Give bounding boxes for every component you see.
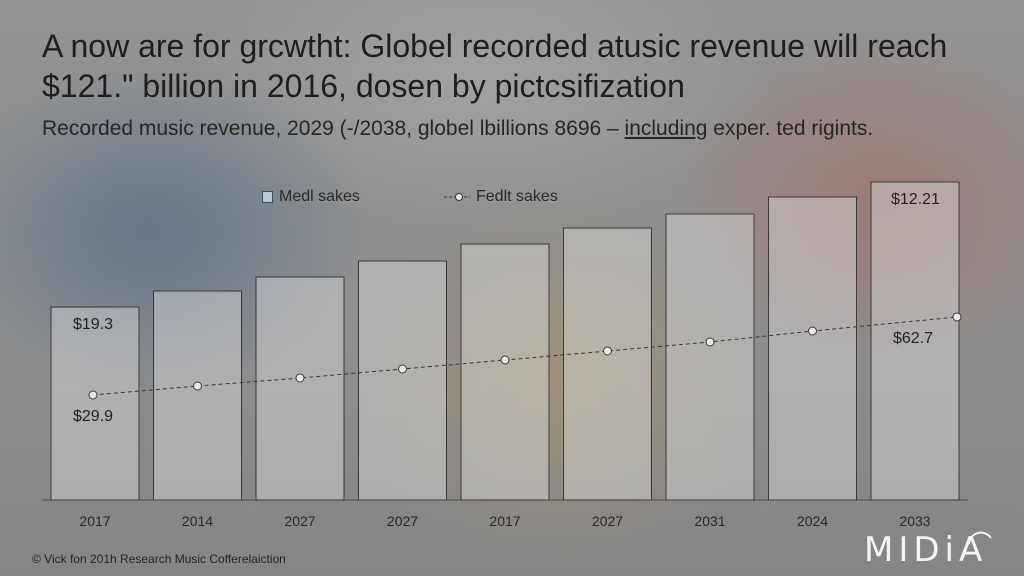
x-tick-label-4: 2017 xyxy=(489,513,520,529)
midia-logo: MIDiA xyxy=(864,530,988,570)
line-point-4 xyxy=(500,355,510,365)
x-tick-label-0: 2017 xyxy=(79,513,110,529)
bar-8 xyxy=(870,181,960,501)
subtitle-link[interactable]: including xyxy=(624,117,708,140)
x-tick-label-5: 2027 xyxy=(592,513,623,529)
bar-1 xyxy=(153,290,242,501)
bar-4 xyxy=(460,243,550,501)
subtitle-text-end: exper. ted rigints. xyxy=(707,117,874,140)
bar-0 xyxy=(50,306,140,501)
line-point-7 xyxy=(808,326,817,336)
x-tick-label-1: 2014 xyxy=(182,513,213,529)
legend-line-icon xyxy=(444,193,470,201)
subtitle-text: Recorded music revenue, 2029 (-/2038, gl… xyxy=(42,117,625,140)
source-note: © Vick fon 201h Research Music Cofferela… xyxy=(32,552,286,566)
x-tick-label-8: 2033 xyxy=(899,513,930,529)
line-point-2 xyxy=(295,373,305,383)
bar-6 xyxy=(665,213,755,501)
chart-title: A now are for grcwtht: Globel recorded a… xyxy=(42,28,948,104)
data-label-1: $12.21 xyxy=(891,191,940,208)
bar-5 xyxy=(563,227,652,501)
x-tick-label-6: 2031 xyxy=(694,513,725,529)
bar-7 xyxy=(768,196,857,501)
legend-swatch-bars xyxy=(262,191,273,203)
bar-2 xyxy=(255,276,345,501)
legend-label-bars: Medl sakes xyxy=(279,188,360,205)
line-point-1 xyxy=(193,381,202,391)
bar-3 xyxy=(358,260,447,501)
legend-label-line: Fedlt sakes xyxy=(476,188,558,205)
chart-subtitle: Recorded music revenue, 2029 (-/2038, gl… xyxy=(42,114,922,144)
x-tick-label-3: 2027 xyxy=(387,513,418,529)
x-tick-label-2: 2027 xyxy=(284,513,315,529)
legend-item-line: Fedlt sakes xyxy=(444,188,558,206)
data-label-0: $19.3 xyxy=(73,316,113,333)
data-label-2: $29.9 xyxy=(73,408,113,425)
line-point-8 xyxy=(952,312,962,322)
x-tick-label-7: 2024 xyxy=(797,513,828,529)
legend-item-bars: Medl sakes xyxy=(262,188,360,206)
line-point-5 xyxy=(603,346,612,356)
logo-arc-icon xyxy=(968,531,992,545)
data-label-3: $62.7 xyxy=(893,330,933,347)
line-point-3 xyxy=(398,364,407,374)
line-point-6 xyxy=(705,337,715,347)
line-point-0 xyxy=(88,390,98,400)
